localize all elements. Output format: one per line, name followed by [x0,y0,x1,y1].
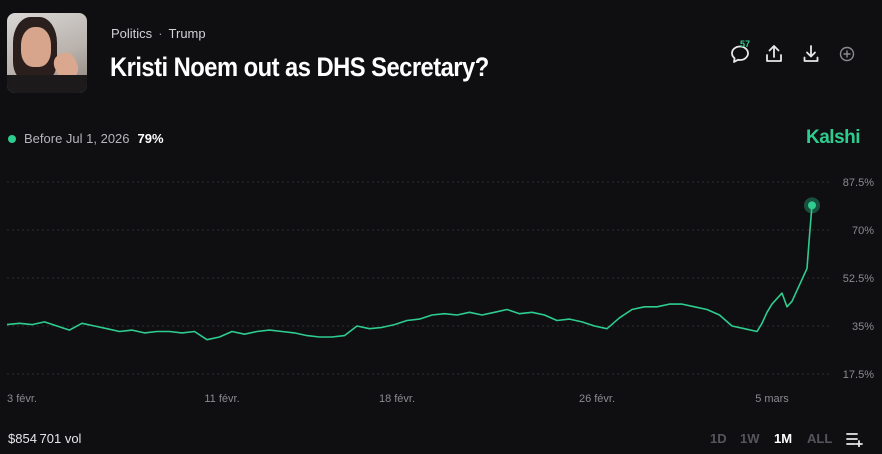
range-all-button[interactable]: ALL [807,431,833,446]
y-tick-label: 35% [852,321,874,333]
series-legend: Before Jul 1, 2026 79% [8,131,164,146]
grid [7,181,832,375]
comment-count: 57 [740,39,751,49]
add-icon [839,46,855,62]
comments-icon [731,45,749,63]
x-tick-label: 5 mars [755,393,789,405]
breadcrumb: Politics · Trump [111,26,206,41]
playlist-menu-icon[interactable] [846,431,864,447]
comments-button[interactable] [728,42,752,66]
breadcrumb-category[interactable]: Politics [111,26,153,41]
market-thumbnail [7,13,87,93]
x-tick-label: 11 févr. [204,393,239,405]
legend-dot [8,134,16,143]
brand-logo[interactable]: Kalshi [806,127,861,148]
thumbnail-shirt [7,75,87,93]
y-tick-label: 87.5% [843,177,874,189]
series-line [6,205,813,341]
y-tick-label: 52.5% [843,273,874,285]
y-tick-label: 70% [852,225,874,237]
y-axis: 17.5% 35% 52.5% 70% 87.5% [843,177,874,381]
x-axis: 3 févr. 11 févr. 18 févr. 26 févr. 5 mars [7,393,789,405]
legend-value: 79% [137,131,164,146]
legend-label: Before Jul 1, 2026 [24,131,130,146]
thumbnail-face [21,27,51,67]
current-value-marker[interactable] [808,201,816,210]
page-title: Kristi Noem out as DHS Secretary? [110,52,489,82]
breadcrumb-separator: · [158,26,163,41]
price-chart: 17.5% 35% 52.5% 70% 87.5% 3 févr. 11 févr. 18 … [6,177,874,405]
share-button[interactable] [762,42,786,66]
range-1m-button[interactable]: 1M [774,431,793,446]
volume-label: $854 701 vol [8,431,82,446]
download-icon [803,45,819,62]
range-1d-button[interactable]: 1D [710,431,727,446]
download-button[interactable] [799,42,823,66]
y-tick-label: 17.5% [843,369,874,381]
add-button[interactable] [835,42,859,66]
x-tick-label: 26 févr. [579,393,615,405]
breadcrumb-subcategory[interactable]: Trump [168,26,206,41]
share-icon [766,45,782,62]
range-1w-button[interactable]: 1W [740,431,760,446]
x-tick-label: 3 févr. [7,393,37,405]
x-tick-label: 18 févr. [379,393,415,405]
